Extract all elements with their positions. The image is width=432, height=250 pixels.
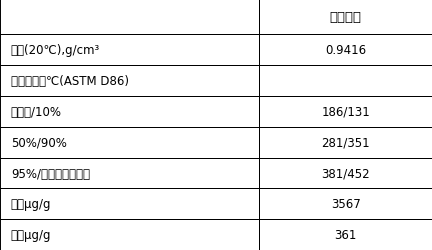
Text: 381/452: 381/452	[321, 167, 370, 180]
Text: 50%/90%: 50%/90%	[11, 136, 67, 149]
Text: 馏程范围，℃(ASTM D86): 馏程范围，℃(ASTM D86)	[11, 75, 129, 88]
Text: 281/351: 281/351	[321, 136, 370, 149]
Text: 361: 361	[334, 228, 357, 241]
Text: 密度(20℃),g/cm³: 密度(20℃),g/cm³	[11, 44, 100, 57]
Text: 186/131: 186/131	[321, 106, 370, 118]
Text: 硫，μg/g: 硫，μg/g	[11, 198, 51, 210]
Text: 催化柴油: 催化柴油	[330, 11, 362, 24]
Text: 氮，μg/g: 氮，μg/g	[11, 228, 51, 241]
Text: 初馏点/10%: 初馏点/10%	[11, 106, 62, 118]
Text: 3567: 3567	[331, 198, 360, 210]
Text: 95%/干点（终馏点）: 95%/干点（终馏点）	[11, 167, 90, 180]
Text: 0.9416: 0.9416	[325, 44, 366, 57]
